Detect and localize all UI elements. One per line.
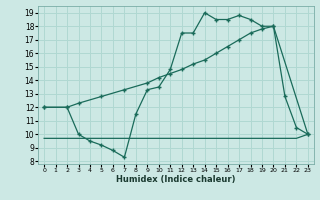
X-axis label: Humidex (Indice chaleur): Humidex (Indice chaleur) bbox=[116, 175, 236, 184]
